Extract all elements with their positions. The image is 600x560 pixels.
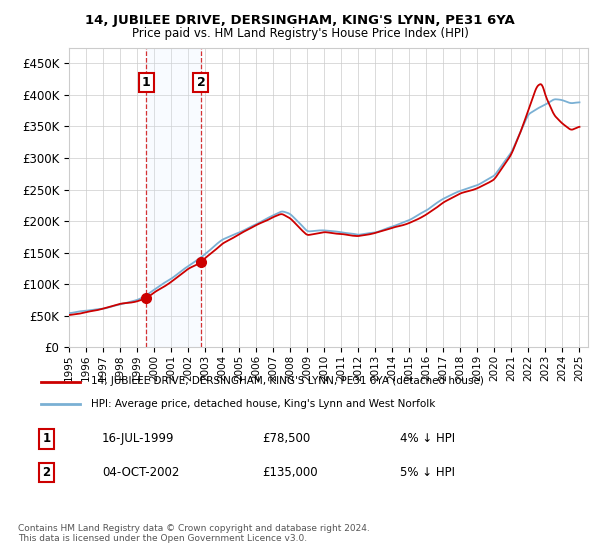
Text: 14, JUBILEE DRIVE, DERSINGHAM, KING'S LYNN, PE31 6YA (detached house): 14, JUBILEE DRIVE, DERSINGHAM, KING'S LY…	[91, 376, 484, 386]
Text: 16-JUL-1999: 16-JUL-1999	[102, 432, 174, 445]
Text: Price paid vs. HM Land Registry's House Price Index (HPI): Price paid vs. HM Land Registry's House …	[131, 27, 469, 40]
Text: 2: 2	[43, 466, 50, 479]
Text: £135,000: £135,000	[262, 466, 317, 479]
Text: 5% ↓ HPI: 5% ↓ HPI	[400, 466, 455, 479]
Bar	[146, 48, 201, 347]
Text: 1: 1	[142, 76, 151, 89]
Text: 1: 1	[43, 432, 50, 445]
Text: £78,500: £78,500	[262, 432, 310, 445]
Text: HPI: Average price, detached house, King's Lynn and West Norfolk: HPI: Average price, detached house, King…	[91, 399, 435, 409]
Text: 14, JUBILEE DRIVE, DERSINGHAM, KING'S LYNN, PE31 6YA: 14, JUBILEE DRIVE, DERSINGHAM, KING'S LY…	[85, 14, 515, 27]
Text: 4% ↓ HPI: 4% ↓ HPI	[400, 432, 455, 445]
Text: 2: 2	[197, 76, 205, 89]
Text: 04-OCT-2002: 04-OCT-2002	[102, 466, 179, 479]
Text: Contains HM Land Registry data © Crown copyright and database right 2024.
This d: Contains HM Land Registry data © Crown c…	[18, 524, 370, 543]
